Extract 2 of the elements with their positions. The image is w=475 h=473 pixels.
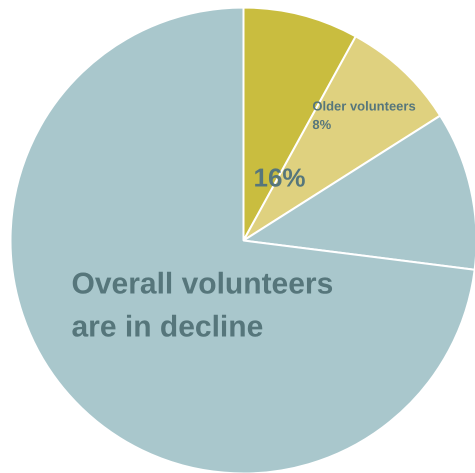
data-label: 8% <box>312 117 332 132</box>
text: Overall volunteers are in decline <box>72 268 334 344</box>
